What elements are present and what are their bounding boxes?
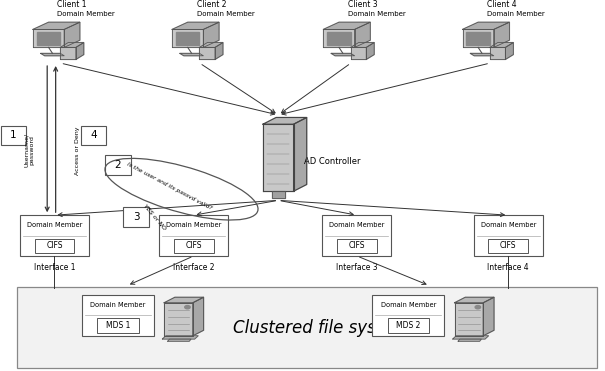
Polygon shape (200, 47, 215, 59)
Text: YES or NO: YES or NO (142, 203, 166, 231)
Text: Client 4: Client 4 (487, 0, 517, 9)
Polygon shape (193, 297, 203, 336)
Text: AD Controller: AD Controller (304, 157, 360, 166)
FancyBboxPatch shape (97, 318, 139, 333)
Polygon shape (351, 47, 367, 59)
Polygon shape (164, 297, 203, 303)
Polygon shape (506, 43, 513, 59)
Text: CIFS: CIFS (46, 242, 63, 250)
Text: Client 2: Client 2 (197, 0, 226, 9)
Polygon shape (351, 43, 374, 47)
Polygon shape (263, 118, 307, 124)
Text: CIFS: CIFS (348, 242, 365, 250)
Polygon shape (458, 339, 482, 341)
FancyBboxPatch shape (174, 239, 214, 253)
Polygon shape (203, 22, 219, 47)
Polygon shape (453, 336, 489, 339)
FancyBboxPatch shape (20, 215, 89, 256)
Circle shape (475, 305, 480, 309)
Text: Clustered file system: Clustered file system (233, 319, 408, 337)
Text: 3: 3 (133, 212, 139, 222)
Text: Domain Member: Domain Member (166, 223, 221, 229)
Polygon shape (76, 43, 83, 59)
Text: 1: 1 (10, 131, 16, 140)
Text: Username/
password: Username/ password (24, 133, 34, 167)
Text: 2: 2 (115, 160, 121, 170)
Polygon shape (215, 43, 223, 59)
Polygon shape (494, 22, 509, 47)
Polygon shape (172, 22, 219, 29)
Polygon shape (33, 29, 64, 47)
FancyBboxPatch shape (17, 287, 597, 368)
Text: Domain Member: Domain Member (27, 223, 82, 229)
FancyBboxPatch shape (337, 239, 377, 253)
FancyBboxPatch shape (105, 155, 131, 175)
Polygon shape (293, 118, 307, 191)
Polygon shape (323, 29, 355, 47)
Text: Client 3: Client 3 (348, 0, 378, 9)
Polygon shape (490, 43, 513, 47)
Text: 4: 4 (91, 131, 97, 140)
FancyBboxPatch shape (1, 126, 26, 145)
Polygon shape (462, 22, 509, 29)
FancyBboxPatch shape (322, 215, 391, 256)
Text: Interface 3: Interface 3 (336, 263, 378, 272)
Polygon shape (272, 191, 285, 198)
FancyBboxPatch shape (388, 318, 429, 333)
Text: CIFS: CIFS (185, 242, 202, 250)
FancyBboxPatch shape (474, 215, 543, 256)
Text: Interface 4: Interface 4 (488, 263, 529, 272)
Polygon shape (323, 22, 370, 29)
Text: CIFS: CIFS (500, 242, 517, 250)
FancyBboxPatch shape (159, 215, 228, 256)
Text: MDS 1: MDS 1 (106, 321, 130, 330)
Text: Interface 2: Interface 2 (173, 263, 214, 272)
Polygon shape (180, 53, 203, 56)
Text: Domain Member: Domain Member (197, 11, 254, 17)
Polygon shape (200, 43, 223, 47)
Polygon shape (33, 22, 80, 29)
Polygon shape (470, 53, 494, 56)
FancyBboxPatch shape (488, 239, 528, 253)
Polygon shape (462, 29, 494, 47)
Polygon shape (367, 43, 374, 59)
Polygon shape (483, 297, 494, 336)
Polygon shape (355, 22, 370, 47)
Polygon shape (331, 53, 355, 56)
Text: Domain Member: Domain Member (57, 11, 115, 17)
Polygon shape (168, 339, 191, 341)
Polygon shape (176, 32, 200, 45)
Polygon shape (60, 47, 76, 59)
Polygon shape (263, 124, 293, 191)
Text: Domain Member: Domain Member (329, 223, 385, 229)
Text: Interface 1: Interface 1 (34, 263, 75, 272)
Text: Domain Member: Domain Member (487, 11, 544, 17)
Polygon shape (162, 336, 198, 339)
FancyBboxPatch shape (81, 126, 106, 145)
Text: Domain Member: Domain Member (480, 223, 536, 229)
Polygon shape (454, 303, 483, 336)
FancyBboxPatch shape (123, 207, 149, 227)
Polygon shape (41, 53, 64, 56)
Polygon shape (466, 32, 490, 45)
Circle shape (185, 305, 190, 309)
Polygon shape (164, 303, 193, 336)
Text: MDS 2: MDS 2 (396, 321, 420, 330)
Polygon shape (172, 29, 203, 47)
Text: Client 1: Client 1 (57, 0, 87, 9)
FancyBboxPatch shape (372, 295, 444, 335)
Polygon shape (64, 22, 80, 47)
Text: Access or Deny: Access or Deny (75, 126, 80, 174)
FancyBboxPatch shape (34, 239, 74, 253)
Polygon shape (490, 47, 506, 59)
Text: Domain Member: Domain Member (90, 302, 146, 308)
FancyBboxPatch shape (82, 295, 154, 335)
Text: Domain Member: Domain Member (381, 302, 436, 308)
Text: Domain Member: Domain Member (348, 11, 405, 17)
Polygon shape (454, 297, 494, 303)
Polygon shape (327, 32, 351, 45)
Polygon shape (60, 43, 83, 47)
Polygon shape (37, 32, 60, 45)
Text: Is the user and its passvd valid?: Is the user and its passvd valid? (126, 162, 213, 211)
